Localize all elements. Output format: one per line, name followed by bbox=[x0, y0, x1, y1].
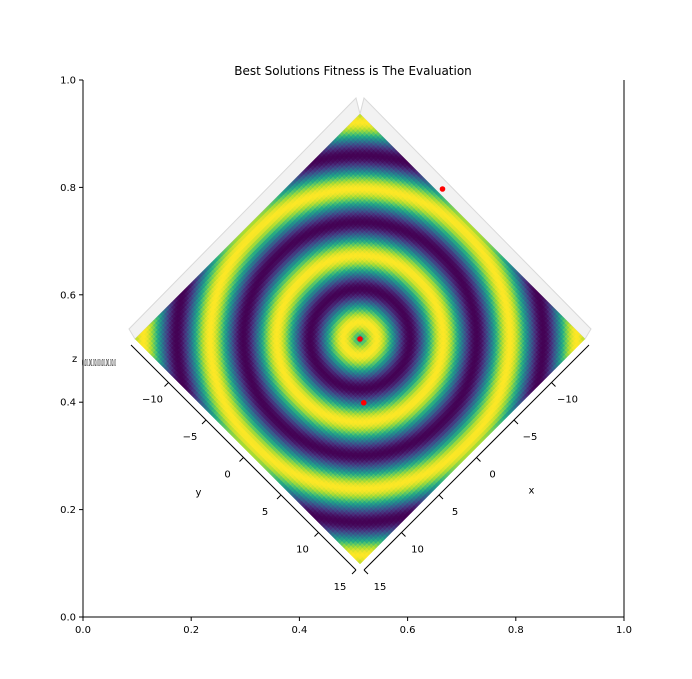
surface-plot bbox=[134, 113, 586, 565]
chart-title: Best Solutions Fitness is The Evaluation bbox=[234, 64, 472, 78]
frame-y-tick-label: 0.0 bbox=[60, 613, 76, 624]
frame-x-ticks: 0.0 0.2 0.4 0.6 0.8 1.0 bbox=[75, 617, 632, 636]
frame-y-tick-label: 0.6 bbox=[60, 290, 76, 301]
frame-y-tick-label: 0.4 bbox=[60, 398, 76, 409]
frame-y-ticks: 0.0 0.2 0.4 0.6 0.8 1.0 bbox=[60, 76, 83, 624]
frame-x-tick-label: 0.2 bbox=[183, 625, 199, 636]
frame-x-tick-label: 0.4 bbox=[291, 625, 307, 636]
frame-y-tick-label: 0.8 bbox=[60, 183, 76, 194]
frame-x-tick-label: 0.0 bbox=[75, 625, 91, 636]
frame-y-tick-label: 1.0 bbox=[60, 76, 76, 87]
frame-x-tick-label: 1.0 bbox=[616, 625, 632, 636]
frame-x-tick-label: 0.6 bbox=[400, 625, 416, 636]
frame-y-tick-label: 0.2 bbox=[60, 505, 76, 516]
frame-x-tick-label: 0.8 bbox=[508, 625, 524, 636]
